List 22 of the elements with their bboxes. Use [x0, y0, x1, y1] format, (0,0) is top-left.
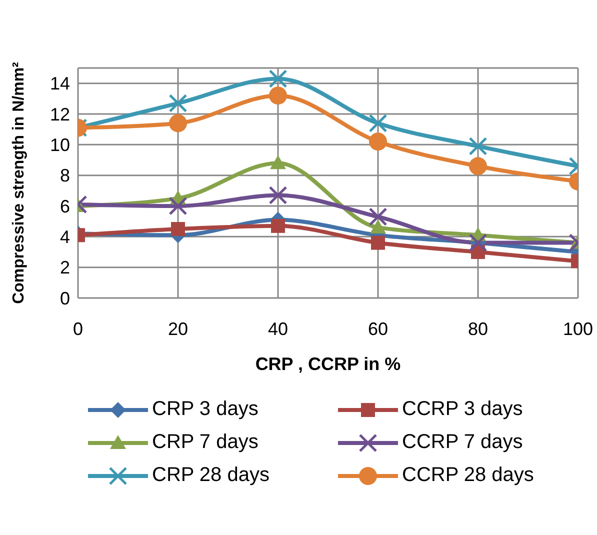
- y-tick-label: 10: [50, 135, 70, 156]
- legend-label: CRP 3 days: [152, 398, 258, 421]
- y-tick-label: 6: [60, 196, 70, 216]
- legend-label: CCRP 28 days: [402, 464, 534, 487]
- x-tick-label: 100: [562, 318, 594, 339]
- x-tick-label: 40: [268, 318, 288, 339]
- y-tick-label: 4: [60, 227, 70, 248]
- legend-label: CRP 28 days: [152, 464, 270, 487]
- legend-label: CCRP 3 days: [402, 398, 523, 421]
- y-tick-label: 12: [50, 104, 70, 124]
- y-tick-label: 8: [60, 166, 70, 186]
- x-tick-label: 0: [72, 318, 84, 339]
- x-tick-label: 60: [368, 318, 388, 339]
- x-tick-label: 20: [168, 318, 188, 339]
- y-tick-label: 2: [60, 258, 70, 278]
- y-tick-label: 14: [50, 74, 70, 94]
- x-axis-title: CRP , CCRP in %: [255, 354, 401, 374]
- y-tick-label: 0: [60, 288, 70, 308]
- x-tick-label: 80: [468, 318, 488, 339]
- legend-label: CRP 7 days: [152, 431, 258, 454]
- y-axis-title: Compressive strength in N/mm²: [10, 62, 28, 304]
- legend-label: CCRP 7 days: [402, 431, 523, 454]
